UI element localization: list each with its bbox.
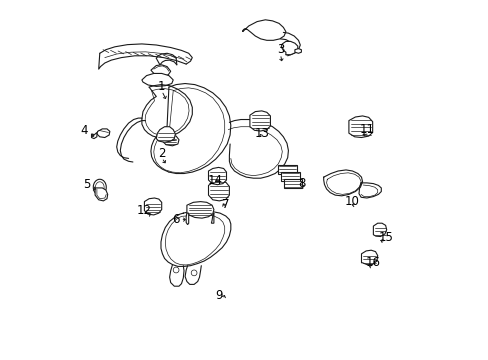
- Polygon shape: [208, 167, 226, 185]
- Text: 8: 8: [298, 177, 305, 190]
- Polygon shape: [186, 213, 188, 225]
- Text: 5: 5: [83, 178, 90, 191]
- Text: 2: 2: [158, 147, 165, 159]
- Polygon shape: [249, 111, 270, 131]
- Text: 12: 12: [136, 204, 151, 217]
- Polygon shape: [281, 41, 297, 55]
- Polygon shape: [283, 179, 302, 188]
- Text: 3: 3: [276, 43, 284, 56]
- Polygon shape: [91, 132, 97, 139]
- Polygon shape: [95, 188, 107, 201]
- Text: 15: 15: [377, 231, 392, 244]
- Polygon shape: [162, 135, 179, 146]
- Polygon shape: [97, 129, 110, 138]
- Text: 1: 1: [158, 80, 165, 93]
- Polygon shape: [151, 65, 170, 76]
- Text: 7: 7: [222, 198, 229, 211]
- Polygon shape: [242, 20, 285, 40]
- Text: 10: 10: [345, 195, 359, 208]
- Polygon shape: [144, 198, 162, 215]
- Text: 4: 4: [81, 124, 88, 137]
- Text: 16: 16: [365, 256, 380, 269]
- Text: 9: 9: [214, 289, 222, 302]
- Polygon shape: [348, 116, 372, 138]
- Polygon shape: [186, 202, 213, 218]
- Polygon shape: [373, 223, 386, 237]
- Polygon shape: [361, 250, 377, 265]
- Text: 11: 11: [359, 123, 374, 136]
- Text: 14: 14: [207, 174, 222, 186]
- Text: 13: 13: [254, 127, 269, 140]
- Polygon shape: [281, 172, 299, 181]
- Text: 6: 6: [172, 213, 180, 226]
- Polygon shape: [142, 73, 173, 86]
- Polygon shape: [208, 181, 229, 201]
- Polygon shape: [211, 213, 213, 223]
- Polygon shape: [156, 127, 175, 142]
- Polygon shape: [294, 49, 301, 53]
- Polygon shape: [278, 165, 296, 174]
